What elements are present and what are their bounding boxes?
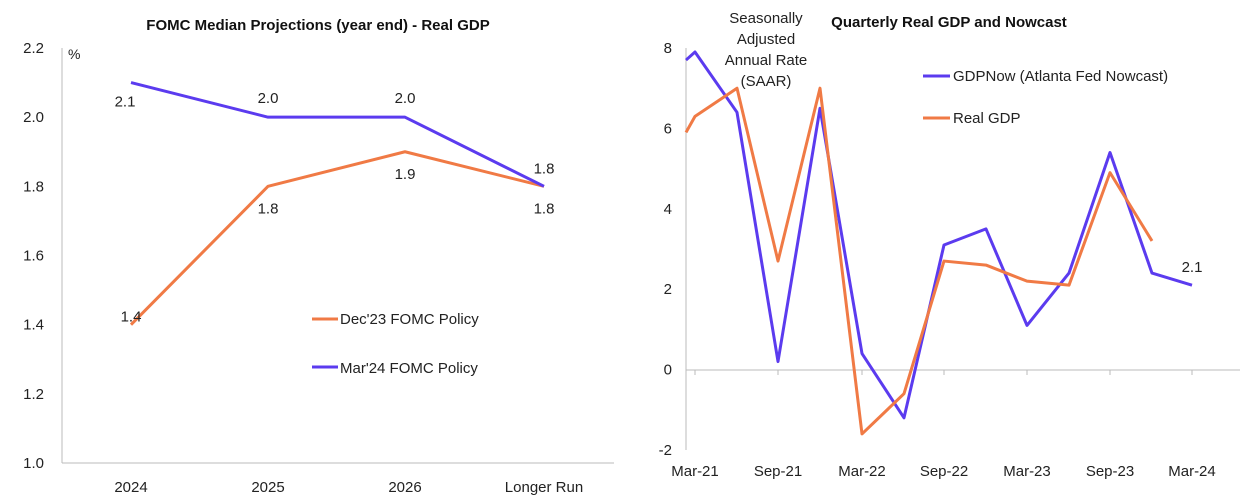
series-line-mar24	[130, 81, 545, 188]
legend-label-dec23: Dec'23 FOMC Policy	[340, 311, 479, 328]
y-tick-label: 1.8	[23, 178, 44, 195]
data-label-mar24: 2.1	[115, 94, 136, 111]
data-label-dec23: 1.8	[258, 200, 279, 217]
end-value-label: 2.1	[1182, 259, 1203, 276]
x-tick-label: Sep-23	[1086, 463, 1134, 480]
legend-label-mar24: Mar'24 FOMC Policy	[340, 360, 478, 377]
y-tick-label: 1.0	[23, 455, 44, 472]
y-tick-label: 2.2	[23, 40, 44, 57]
chart-title: Quarterly Real GDP and Nowcast	[831, 14, 1067, 31]
series-line-real-gdp	[684, 86, 1154, 436]
y-tick-label: 8	[664, 40, 672, 57]
data-label-mar24: 2.0	[258, 90, 279, 107]
x-tick-label: Mar-24	[1168, 463, 1216, 480]
y-tick-label: 1.6	[23, 248, 44, 265]
annotation-line: Adjusted	[737, 31, 795, 48]
legend: Dec'23 FOMC Policy Mar'24 FOMC Policy	[312, 311, 479, 377]
y-unit-label: %	[68, 46, 80, 62]
x-tick-label: Longer Run	[505, 479, 583, 496]
annotation-line: Seasonally	[729, 10, 803, 27]
data-label-mar24: 2.0	[395, 90, 416, 107]
x-tick-label: Mar-21	[671, 463, 719, 480]
data-label-dec23: 1.4	[121, 309, 142, 326]
x-tick-label: 2026	[388, 479, 421, 496]
y-tick-label: -2	[659, 442, 672, 459]
y-tick-label: 4	[664, 201, 672, 218]
x-tick-label: Sep-22	[920, 463, 968, 480]
y-tick-label: 1.4	[23, 317, 44, 334]
gdp-nowcast-chart: Quarterly Real GDP and Nowcast Seasonall…	[659, 10, 1240, 480]
x-tick-label: 2024	[114, 479, 147, 496]
data-label-mar24: 1.8	[534, 160, 555, 177]
y-tick-label: 6	[664, 120, 672, 137]
data-label-dec23: 1.9	[395, 166, 416, 183]
y-tick-label: 2.0	[23, 109, 44, 126]
legend-label-gdpnow: GDPNow (Atlanta Fed Nowcast)	[953, 68, 1168, 85]
chart-title: FOMC Median Projections (year end) - Rea…	[146, 17, 489, 34]
annotation-line: (SAAR)	[741, 73, 792, 90]
x-tick-label: Mar-23	[1003, 463, 1051, 480]
y-tick-label: 2	[664, 281, 672, 298]
annotation-line: Annual Rate	[725, 52, 808, 69]
saar-annotation: Seasonally Adjusted Annual Rate (SAAR)	[725, 10, 808, 90]
y-tick-label: 0	[664, 362, 672, 379]
x-tick-label: Sep-21	[754, 463, 802, 480]
x-tick-label: 2025	[251, 479, 284, 496]
fomc-chart: FOMC Median Projections (year end) - Rea…	[23, 17, 614, 496]
series-line-dec23	[129, 150, 545, 326]
data-label-dec23: 1.8	[534, 200, 555, 217]
legend-label-real-gdp: Real GDP	[953, 110, 1021, 127]
y-tick-label: 1.2	[23, 386, 44, 403]
legend: GDPNow (Atlanta Fed Nowcast) Real GDP	[923, 68, 1168, 127]
series-line-gdpnow	[685, 50, 1193, 420]
x-tick-label: Mar-22	[838, 463, 886, 480]
